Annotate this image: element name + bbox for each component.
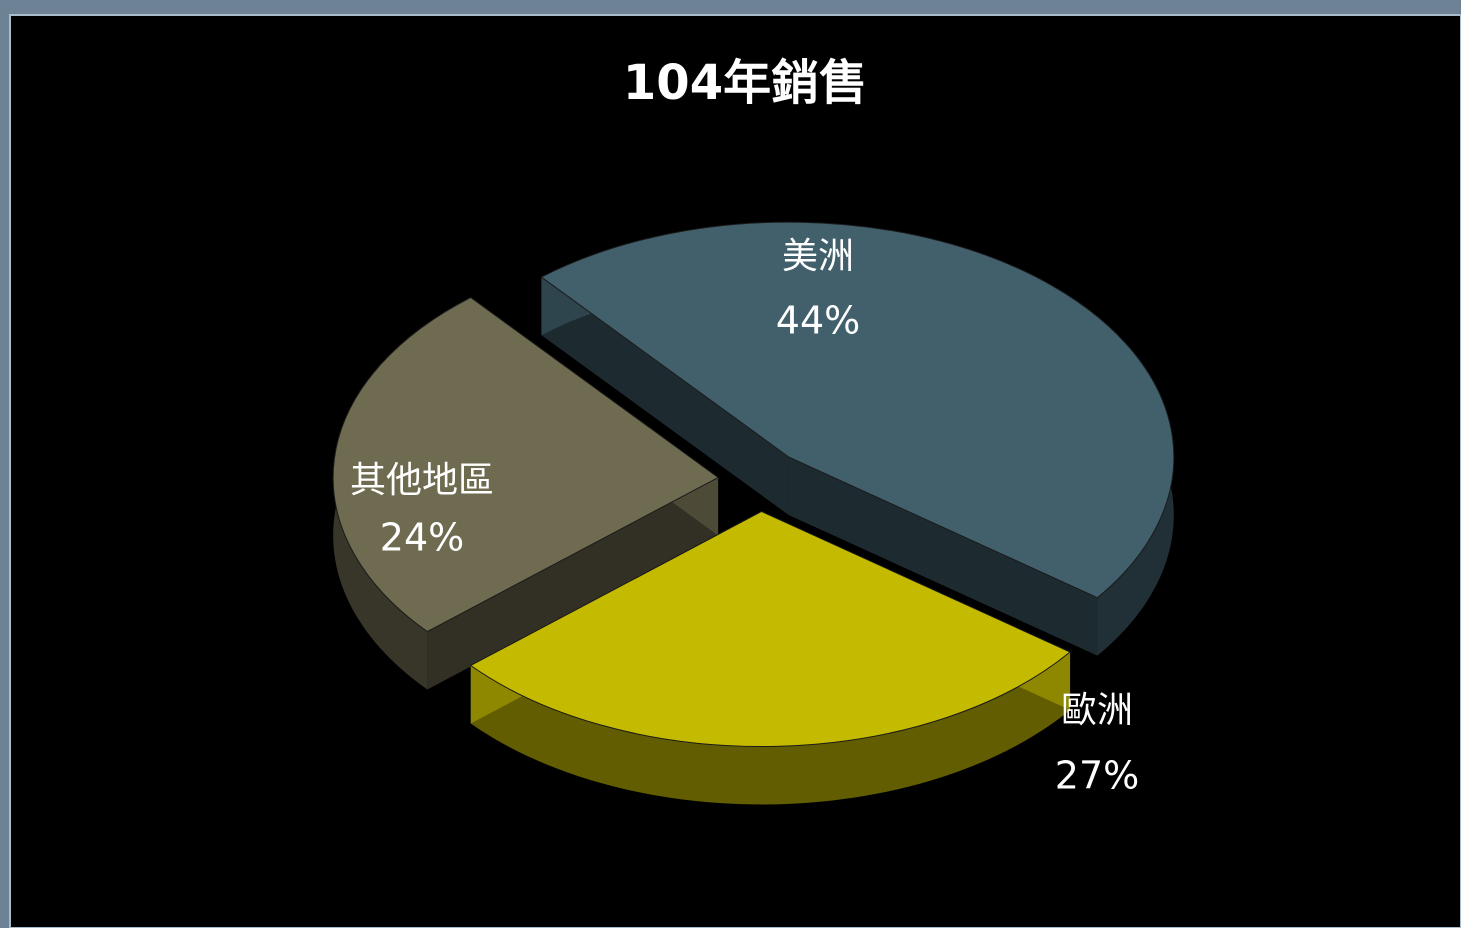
chart-title: 104年銷售 bbox=[623, 55, 867, 111]
slice-rim bbox=[470, 652, 1071, 805]
value-label: 44% bbox=[776, 299, 860, 343]
slice-tops bbox=[332, 221, 1175, 747]
slice-label: 歐洲 bbox=[1061, 690, 1133, 731]
slice-face bbox=[427, 477, 719, 690]
slice-face bbox=[541, 277, 789, 516]
value-label: 27% bbox=[1055, 754, 1139, 798]
value-label: 24% bbox=[380, 516, 464, 560]
slice-face bbox=[788, 457, 1098, 656]
slice bbox=[469, 510, 1072, 747]
slice bbox=[540, 221, 1175, 599]
slice-label: 美洲 bbox=[782, 236, 854, 277]
slice-label: 其他地區 bbox=[350, 460, 494, 501]
slice bbox=[332, 296, 720, 633]
